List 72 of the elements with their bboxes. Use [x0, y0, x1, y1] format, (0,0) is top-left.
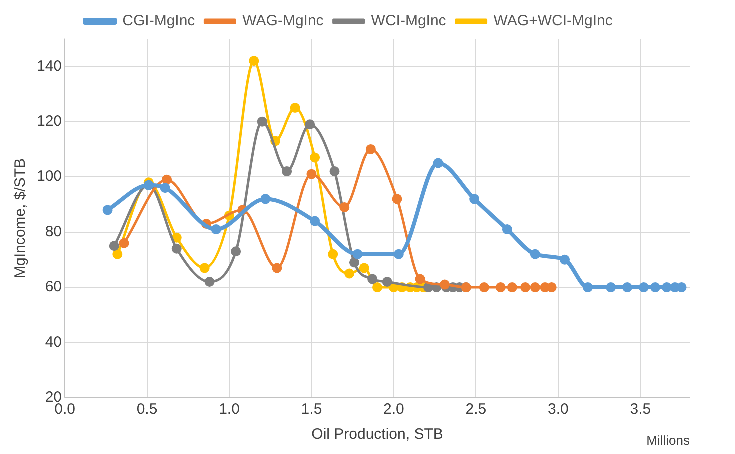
point: [530, 282, 540, 293]
y-tick-label: 80: [45, 223, 62, 240]
point: [470, 194, 480, 204]
point: [530, 249, 540, 260]
point: [102, 205, 113, 216]
point: [359, 263, 370, 274]
point: [392, 194, 402, 204]
point: [496, 282, 506, 293]
point: [211, 224, 222, 235]
point: [172, 244, 182, 254]
text: Millions: [646, 433, 690, 448]
point: [204, 277, 215, 288]
y-tick-label: 40: [45, 334, 62, 351]
point: [368, 274, 378, 284]
point: [433, 158, 444, 168]
x-axis-title: Oil Production, STB: [312, 426, 444, 444]
point: [502, 224, 512, 235]
y-tick-label: 120: [36, 112, 62, 130]
point: [109, 241, 120, 252]
point: [305, 120, 316, 130]
point: [394, 249, 404, 260]
point: [366, 144, 376, 154]
point: [479, 282, 490, 293]
x-tick-label: 0.5: [136, 401, 158, 418]
point: [231, 246, 242, 257]
point: [272, 263, 282, 274]
point: [328, 249, 338, 260]
y-tick-label: 60: [45, 278, 62, 296]
legend-label: WAG-MgInc: [242, 12, 324, 30]
point: [606, 282, 616, 293]
point: [440, 280, 450, 290]
point: [372, 282, 383, 293]
x-tick-label: 1.5: [301, 401, 322, 418]
point: [352, 249, 363, 260]
point: [290, 103, 300, 114]
x-tick-label: 2.5: [466, 401, 487, 418]
legend-label: CGI-MgInc: [122, 12, 196, 30]
point: [638, 282, 649, 293]
y-axis-title: MgIncome, $/STB: [12, 158, 30, 279]
x-tick-label: 3.0: [548, 401, 569, 418]
point: [340, 202, 350, 212]
point: [112, 249, 123, 260]
x-tick-label: 2.0: [384, 401, 404, 418]
y-tick-label: 140: [36, 58, 62, 75]
point: [520, 282, 531, 293]
point: [330, 166, 340, 177]
point: [306, 169, 317, 180]
point: [583, 282, 594, 293]
point: [282, 166, 292, 177]
point: [382, 277, 392, 288]
point: [257, 116, 268, 127]
point: [650, 282, 660, 293]
legend-label: WCI-MgInc: [371, 12, 447, 30]
point: [119, 238, 130, 248]
point: [415, 274, 426, 284]
legend-label: WAG+WCI-MgInc: [494, 12, 614, 30]
point: [662, 282, 672, 293]
point: [344, 268, 355, 279]
point: [160, 183, 170, 194]
x-tick-label: 3.5: [630, 401, 652, 418]
point: [310, 152, 320, 163]
point: [249, 56, 260, 66]
point: [200, 263, 210, 274]
point: [349, 258, 360, 268]
point: [310, 216, 320, 226]
point: [560, 254, 570, 265]
point: [260, 194, 271, 204]
x-tick-label: 1.0: [219, 401, 240, 418]
point: [507, 282, 518, 293]
y-tick-label: 100: [36, 168, 62, 186]
point: [162, 174, 172, 185]
point: [622, 282, 633, 293]
